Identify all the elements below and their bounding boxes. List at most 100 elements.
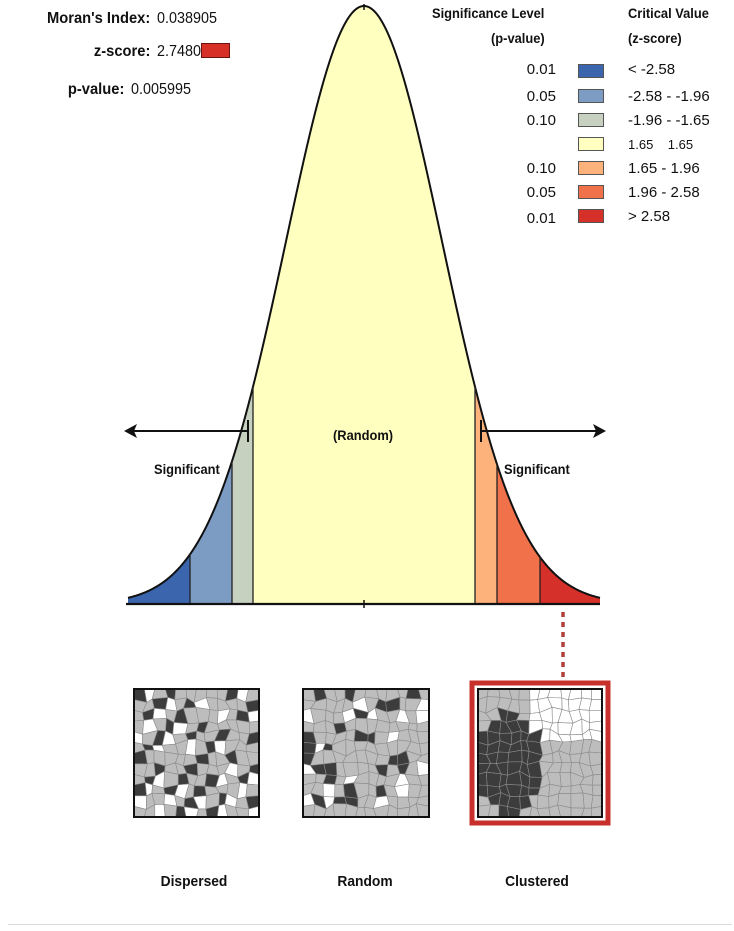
significance-header-line1: Significance Level	[432, 5, 545, 21]
map-polygon	[477, 771, 488, 786]
critical-header-line2: (z-score)	[628, 30, 682, 46]
dispersed-pattern-map	[133, 688, 260, 818]
map-polygon	[152, 707, 167, 720]
map-polygon	[154, 803, 166, 818]
region-1-96-2-58	[497, 464, 540, 604]
map-polygon	[332, 803, 347, 818]
p-value-value: 0.005995	[131, 81, 192, 98]
legend-z-range: > 2.58	[628, 208, 671, 225]
map-polygon	[194, 753, 210, 765]
map-polygon	[590, 794, 603, 809]
p-value-label: p-value:	[68, 81, 125, 98]
map-polygon	[302, 741, 317, 754]
legend-p-value: 0.05	[526, 184, 556, 201]
map-polygon	[547, 688, 563, 699]
map-polygon	[246, 771, 260, 786]
map-polygon	[323, 762, 338, 777]
map-polygon	[151, 697, 169, 710]
random-caption: Random	[337, 873, 393, 890]
map-polygon	[302, 804, 316, 818]
morans-index-value: 0.038905	[157, 10, 218, 27]
region-2-58-1-96-neg	[190, 461, 232, 604]
legend-swatch	[578, 137, 604, 151]
right-arrow-icon	[480, 420, 606, 442]
map-polygon	[133, 782, 147, 797]
critical-header-line1: Critical Value	[628, 5, 709, 21]
legend-z-range: -2.58 - -1.96	[628, 88, 710, 105]
map-frame	[477, 688, 603, 818]
map-polygon	[507, 749, 523, 763]
legend-swatch	[578, 113, 604, 127]
legend-swatch	[578, 209, 604, 223]
map-polygon	[247, 709, 260, 723]
region-gt-2-58	[540, 557, 600, 604]
clustered-pattern-map	[469, 680, 611, 826]
map-polygon	[235, 807, 250, 818]
clustered-caption: Clustered	[505, 873, 569, 890]
map-polygon	[342, 761, 359, 778]
map-polygon	[518, 699, 531, 714]
map-polygon	[591, 773, 603, 786]
map-polygon	[591, 688, 603, 701]
p-value-row: p-value: 0.005995	[63, 79, 198, 100]
map-polygon	[559, 771, 572, 787]
legend-p-value: 0.10	[526, 160, 556, 177]
legend-p-value: 0.01	[526, 210, 556, 227]
significance-legend: Significance Level (p-value) Critical Va…	[0, 0, 734, 240]
left-arrow-icon	[124, 420, 249, 442]
legend-p-value: 0.01	[526, 61, 556, 78]
map-polygon	[588, 709, 603, 723]
map-polygon	[485, 771, 502, 788]
legend-swatch	[578, 64, 604, 78]
map-polygon	[374, 754, 391, 766]
curve-dividers	[189, 386, 541, 604]
clustered-highlight-frame	[469, 680, 611, 826]
map-polygon	[518, 688, 531, 701]
map-polygon	[205, 688, 218, 699]
legend-swatch	[578, 185, 604, 199]
map-frame	[302, 688, 430, 818]
map-polygon	[591, 784, 603, 797]
legend-z-range: 1.65 1.65	[628, 137, 694, 152]
legend-p-value: 0.10	[526, 112, 556, 129]
map-polygon	[245, 783, 260, 798]
map-frame	[133, 688, 260, 818]
map-polygon	[334, 783, 346, 798]
map-polygon	[536, 794, 550, 809]
map-polygon	[322, 783, 336, 798]
map-polygon	[163, 803, 178, 818]
legend-p-value: 0.05	[526, 88, 556, 105]
map-polygon	[559, 762, 572, 773]
region-1-65-1-96	[475, 386, 497, 604]
curve-regions	[128, 6, 600, 604]
footer-divider	[8, 924, 732, 925]
region-random	[253, 6, 475, 604]
map-polygon	[570, 792, 585, 809]
dispersed-caption: Dispersed	[160, 873, 228, 890]
map-polygon	[196, 808, 208, 818]
significant-left-label: Significant	[154, 461, 220, 477]
significant-right-label: Significant	[504, 461, 570, 477]
random-pattern-map	[302, 688, 430, 818]
significance-header-line2: (p-value)	[491, 30, 545, 46]
map-polygon	[245, 699, 260, 713]
map-polygon	[183, 806, 199, 818]
morans-index-row: Moran's Index: 0.038905	[38, 8, 224, 29]
legend-z-range: -1.96 - -1.65	[628, 112, 710, 129]
map-polygon	[486, 688, 501, 698]
map-polygon	[477, 784, 489, 798]
morans-index-label: Moran's Index:	[47, 10, 151, 27]
legend-z-range: < -2.58	[628, 61, 676, 78]
region-1-96-1-65-neg	[232, 386, 253, 604]
region-lt-2-58	[128, 554, 190, 604]
map-polygon	[588, 698, 603, 711]
legend-swatch	[578, 161, 604, 175]
z-score-label: z-score:	[94, 43, 151, 60]
map-polygon	[590, 805, 603, 818]
z-score-swatch	[201, 43, 230, 58]
map-polygon	[193, 785, 207, 798]
legend-z-range: 1.96 - 2.58	[628, 184, 700, 201]
legend-swatch	[578, 89, 604, 103]
map-polygon	[416, 803, 430, 818]
